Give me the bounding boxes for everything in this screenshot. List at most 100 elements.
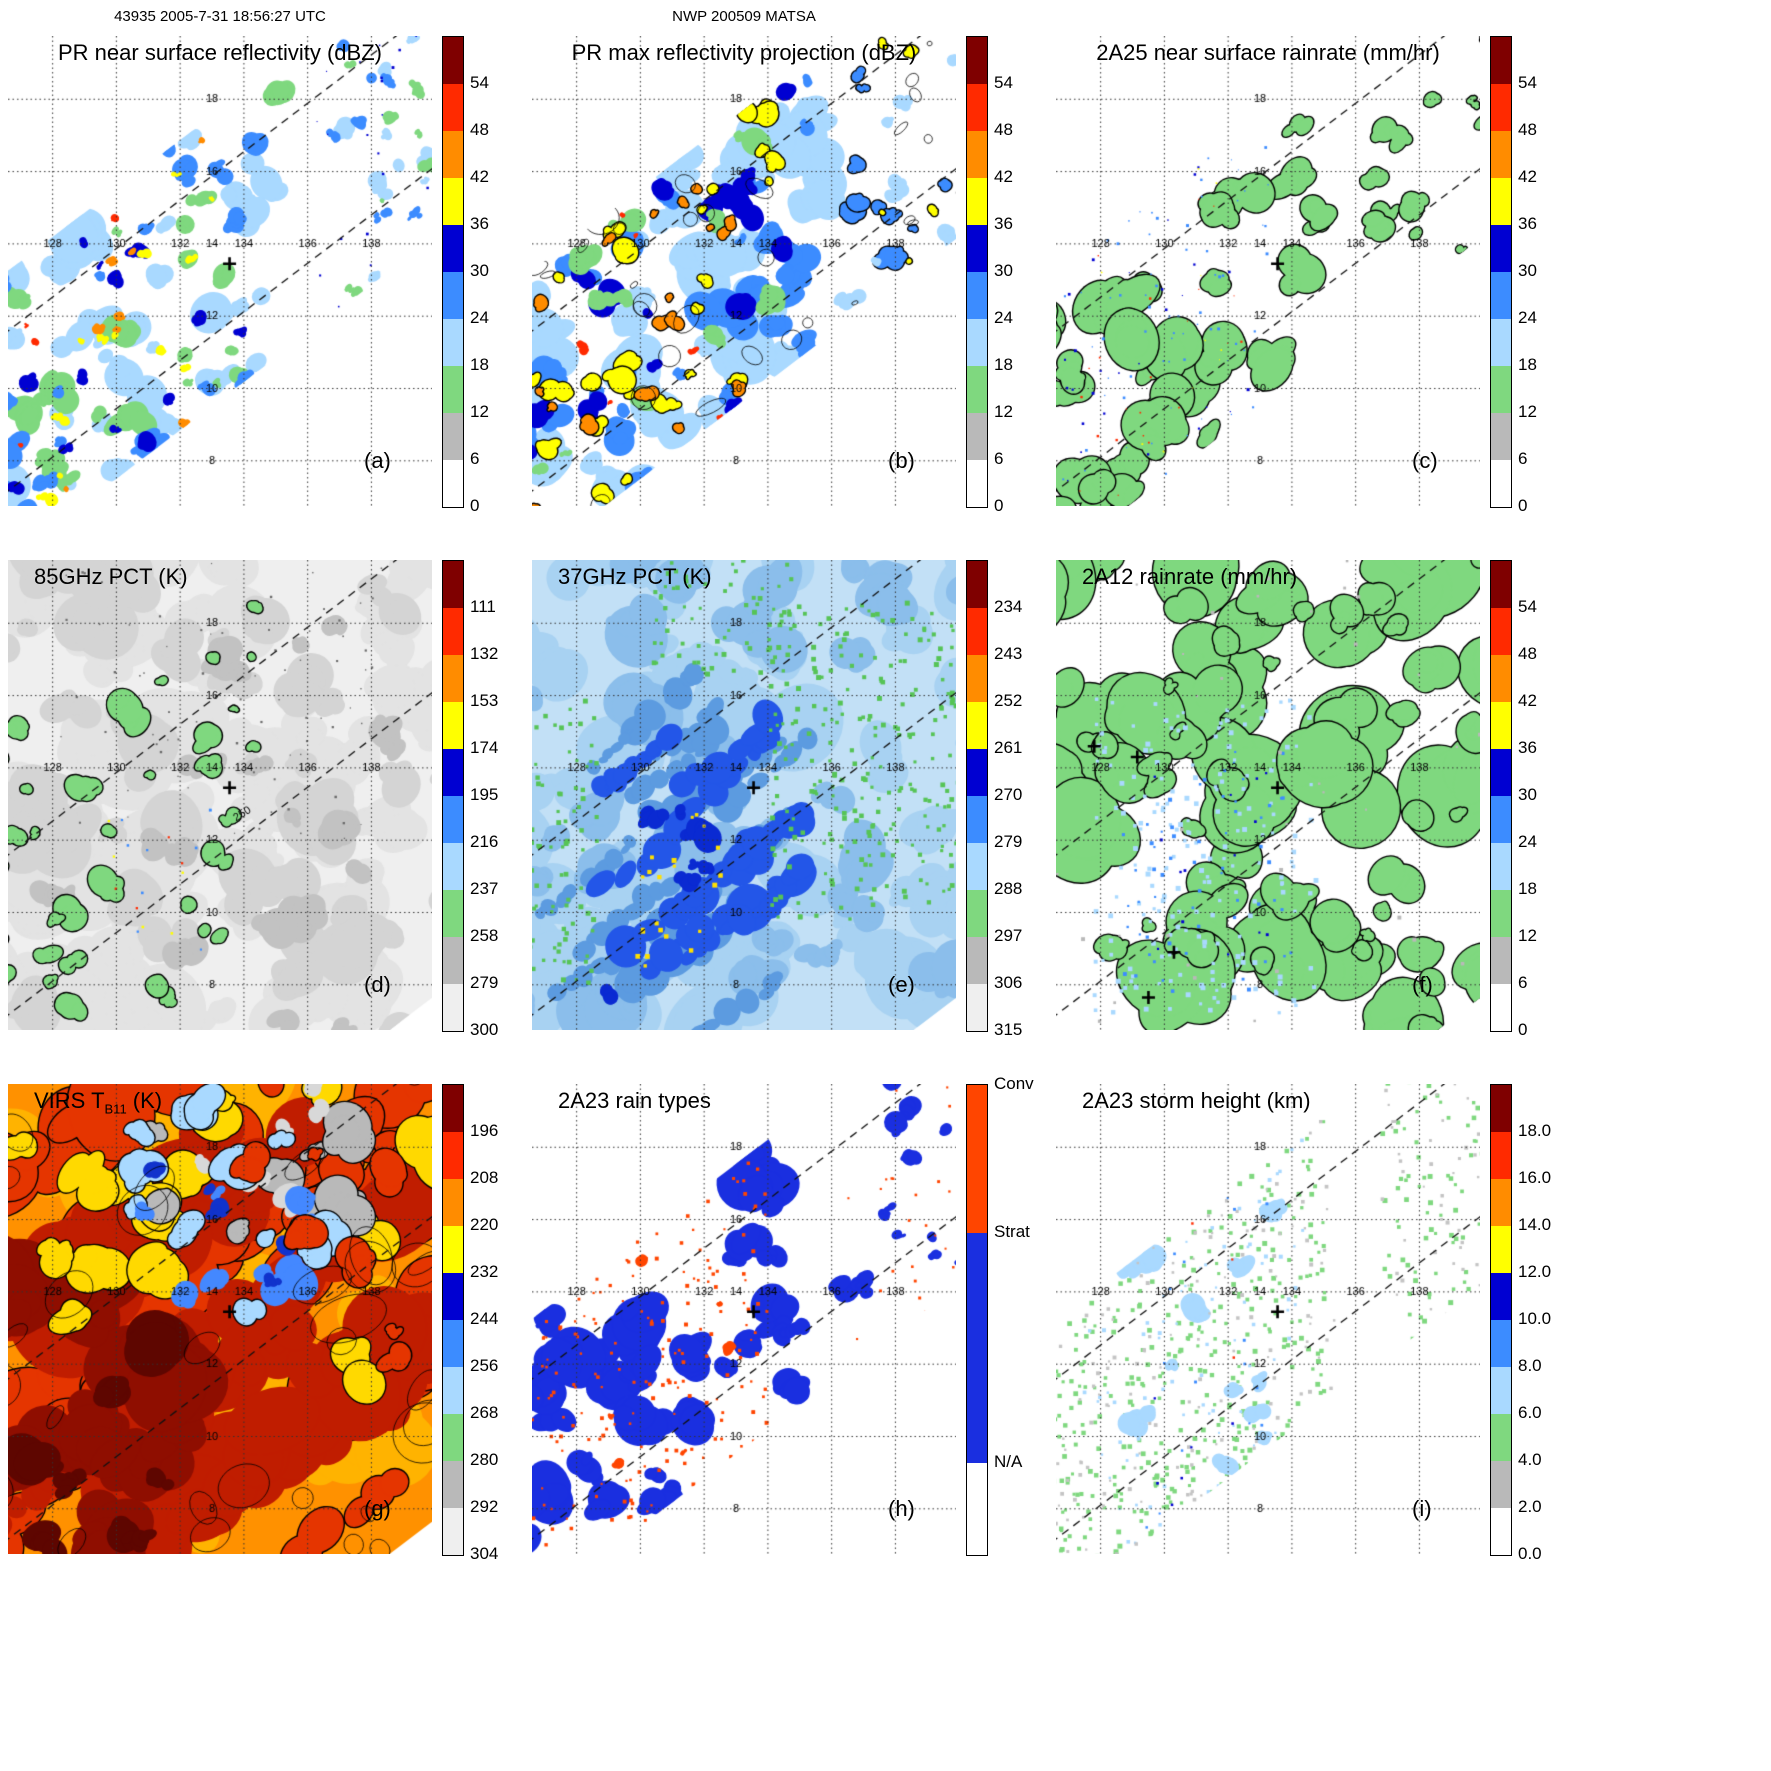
colorbar-tick-label: 18 (470, 355, 489, 374)
colorbar-tick-label: 279 (470, 973, 499, 992)
colorbar-segment (967, 460, 987, 507)
colorbar-tick-label: 111 (470, 597, 496, 616)
colorbar-segment (967, 561, 987, 608)
colorbar-segment (967, 984, 987, 1031)
colorbar-segment (443, 366, 463, 413)
colorbar-bar (966, 1084, 988, 1556)
colorbar-tick-label: 174 (470, 738, 499, 757)
colorbar-tick-label: 54 (1518, 597, 1537, 616)
colorbar-segment (967, 272, 987, 319)
panel-a: PR near surface reflectivity (dBZ) (a) 5… (8, 36, 530, 538)
colorbar-tick-label: 12.0 (1518, 1262, 1552, 1281)
orbit-datetime-header: 43935 2005-7-31 18:56:27 UTC (114, 8, 326, 25)
panel-i-map-canvas (1056, 1084, 1480, 1554)
colorbar-segment (1491, 1320, 1511, 1367)
colorbar-tick-label: 0 (1518, 496, 1528, 515)
colorbar-segment (443, 937, 463, 984)
colorbar-category-label: Conv (994, 1074, 1034, 1093)
colorbar-segment (967, 319, 987, 366)
colorbar-segment (1491, 84, 1511, 131)
colorbar-category-label: Strat (994, 1222, 1030, 1242)
colorbar-segment (443, 225, 463, 272)
colorbar-segment (967, 37, 987, 84)
panel-i-title: 2A23 storm height (km) (1082, 1088, 1311, 1113)
colorbar-bar (1490, 1084, 1512, 1556)
colorbar-tick-label: 30 (1518, 785, 1537, 804)
panel-g-colorbar: 196 208 220 232 244 256 268 280 292 304 (442, 1084, 532, 1563)
panel-c-letter: (c) (1412, 448, 1438, 473)
colorbar-segment (443, 1414, 463, 1461)
colorbar-tick-label: 279 (994, 832, 1023, 851)
colorbar-segment (1491, 608, 1511, 655)
panel-b-map-canvas (532, 36, 956, 506)
colorbar-segment (967, 890, 987, 937)
panel-e-colorbar: 234 243 252 261 270 279 288 297 306 315 (966, 560, 1056, 1039)
panel-d-title: 85GHz PCT (K) (34, 564, 188, 589)
colorbar-segment (1491, 1226, 1511, 1273)
colorbar-segment (1491, 655, 1511, 702)
colorbar-tick-label: 208 (470, 1168, 499, 1187)
panel-i: 2A23 storm height (km) (i) 18.0 16.0 14.0 1… (1056, 1084, 1578, 1586)
colorbar-segment (443, 413, 463, 460)
panel-b-colorbar: 54 48 42 36 30 24 18 12 6 0 (966, 36, 1056, 515)
colorbar-tick-label: 10.0 (1518, 1309, 1552, 1328)
panel-e: 37GHz PCT (K) (e) 234 243 252 261 270 279 288 2… (532, 560, 1054, 1062)
colorbar-tick-label: 6.0 (1518, 1403, 1542, 1422)
colorbar-tick-label: 8.0 (1518, 1356, 1542, 1375)
panel-a-title: PR near surface reflectivity (dBZ) (58, 40, 382, 65)
colorbar-tick-label: 30 (994, 261, 1013, 280)
panel-d: 85GHz PCT (K) (d) 111 132 153 174 195 216 237 2… (8, 560, 530, 1062)
panel-b-letter: (b) (888, 448, 915, 473)
colorbar-segment (967, 655, 987, 702)
colorbar-segment (1491, 984, 1511, 1031)
panel-a-letter: (a) (364, 448, 391, 473)
colorbar-bar (966, 36, 988, 508)
colorbar-segment (967, 413, 987, 460)
colorbar-segment (1491, 319, 1511, 366)
colorbar-tick-label: 54 (994, 73, 1013, 92)
colorbar-tick-label: 42 (994, 167, 1013, 186)
colorbar-segment (443, 1132, 463, 1179)
colorbar-bar (442, 560, 464, 1032)
colorbar-segment (443, 796, 463, 843)
colorbar-segment (967, 796, 987, 843)
panel-c: 2A25 near surface rainrate (mm/hr) (c) 5… (1056, 36, 1578, 538)
panel-i-colorbar: 18.0 16.0 14.0 12.0 10.0 8.0 6.0 4.0 2.0 0.0 (1490, 1084, 1580, 1563)
panel-c-map-canvas (1056, 36, 1480, 506)
colorbar-segment (967, 1463, 987, 1555)
colorbar-tick-label: 12 (1518, 402, 1537, 421)
colorbar-tick-label: 36 (1518, 214, 1537, 233)
panel-f-letter: (f) (1412, 972, 1433, 997)
panel-g-title-pre: VIRS T (34, 1088, 105, 1113)
colorbar-segment (967, 131, 987, 178)
colorbar-tick-label: 304 (470, 1544, 499, 1563)
panel-e-title: 37GHz PCT (K) (558, 564, 712, 589)
colorbar-tick-label: 220 (470, 1215, 499, 1234)
panel-h: 2A23 rain types (h) Conv Strat N/A (532, 1074, 1054, 1586)
colorbar-tick-label: 261 (994, 738, 1023, 757)
colorbar-tick-label: 132 (470, 644, 499, 663)
colorbar-segment (443, 131, 463, 178)
colorbar-segment (967, 1233, 987, 1464)
colorbar-tick-label: 18 (1518, 355, 1537, 374)
panel-a-map-canvas (8, 36, 432, 506)
panel-g-map-canvas (8, 1084, 432, 1554)
colorbar-segment (1491, 366, 1511, 413)
colorbar-tick-label: 24 (470, 308, 489, 327)
panel-d-colorbar: 111 132 153 174 195 216 237 258 279 300 (442, 560, 532, 1039)
colorbar-segment (443, 1461, 463, 1508)
panel-i-letter: (i) (1412, 1496, 1432, 1521)
colorbar-tick-label: 48 (470, 120, 489, 139)
colorbar-tick-label: 195 (470, 785, 499, 804)
colorbar-tick-label: 270 (994, 785, 1023, 804)
colorbar-bar (1490, 560, 1512, 1032)
colorbar-bar (442, 1084, 464, 1556)
panel-c-colorbar: 54 48 42 36 30 24 18 12 6 0 (1490, 36, 1580, 515)
colorbar-segment (1491, 131, 1511, 178)
colorbar-tick-label: 292 (470, 1497, 499, 1516)
colorbar-segment (1491, 702, 1511, 749)
panel-e-map-canvas (532, 560, 956, 1030)
colorbar-tick-label: 18.0 (1518, 1121, 1552, 1140)
colorbar-tick-label: 6 (1518, 449, 1528, 468)
